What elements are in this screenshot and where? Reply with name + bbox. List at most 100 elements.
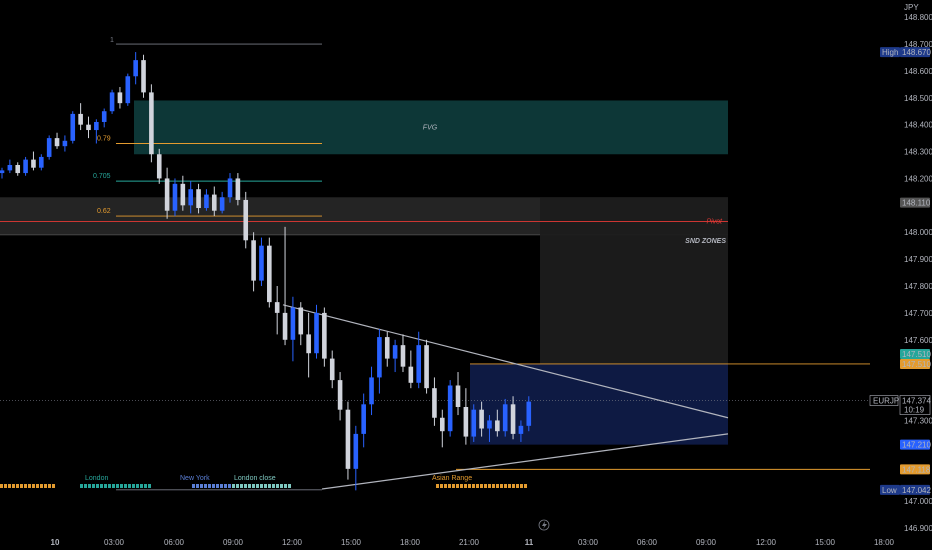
- y-axis-tick: 147.800: [904, 282, 932, 291]
- sslq-price-tag: [900, 464, 930, 475]
- y-axis-tick: 147.700: [904, 309, 932, 318]
- candle: [141, 54, 146, 98]
- low-price-name: Low: [882, 486, 897, 495]
- london-session-bar-tick: [144, 484, 147, 488]
- bslq-price-2-tag: [900, 358, 930, 369]
- x-axis-tick: 15:00: [341, 538, 362, 547]
- londonclose-session-bar-tick: [252, 484, 255, 488]
- asian-session-bar-left-tick: [28, 484, 31, 488]
- candle: [219, 191, 225, 214]
- fib-label-062: 0.62: [97, 208, 111, 215]
- candle: [31, 151, 36, 171]
- candle: [188, 181, 193, 214]
- asian-range-bar-tick: [496, 484, 499, 488]
- candle: [290, 296, 296, 362]
- candle: [455, 372, 461, 416]
- candle: [164, 167, 170, 219]
- asian-session-bar-left-tick: [52, 484, 55, 488]
- london-session-bar-tick: [108, 484, 111, 488]
- high-price-value: 148.670: [902, 48, 931, 57]
- londonclose-session-bar-tick: [264, 484, 267, 488]
- candle: [495, 409, 500, 437]
- asian-range-bar-tick: [472, 484, 475, 488]
- candle: [463, 388, 469, 445]
- asian-range-bar-tick: [460, 484, 463, 488]
- snd-price-tag: [900, 197, 930, 208]
- candle-body: [377, 337, 382, 378]
- y-axis-tick: 148.500: [904, 94, 932, 103]
- londonclose-session-bar-tick: [260, 484, 263, 488]
- candle-body: [180, 183, 186, 206]
- asian-session-bar-left-tick: [32, 484, 35, 488]
- candle-body: [361, 404, 366, 434]
- y-axis-currency: JPY: [904, 3, 919, 12]
- y-axis-tick: 146.900: [904, 524, 932, 533]
- candle-body: [479, 409, 484, 429]
- candle: [329, 350, 335, 389]
- london-session-bar-tick: [136, 484, 139, 488]
- candle-body: [487, 420, 492, 429]
- high-price-name: High: [882, 48, 898, 57]
- candle-body: [510, 404, 516, 434]
- candle: [54, 132, 60, 149]
- x-axis-tick: 09:00: [696, 538, 717, 547]
- asian-session-bar-left-tick: [44, 484, 47, 488]
- candle: [424, 339, 429, 394]
- asian-range-bar-tick: [508, 484, 511, 488]
- x-axis-tick: 15:00: [815, 538, 836, 547]
- londonclose-session-bar-tick: [248, 484, 251, 488]
- lightning-icon[interactable]: [538, 519, 550, 531]
- candle-body: [70, 113, 76, 141]
- candle-body: [23, 159, 28, 174]
- newyork-session-bar-tick: [200, 484, 203, 488]
- y-axis-tick: 148.400: [904, 121, 932, 130]
- asian-session-bar-left-tick: [36, 484, 39, 488]
- asian-session-bar-left-tick: [4, 484, 7, 488]
- candle: [471, 404, 477, 442]
- candle-body: [251, 240, 256, 281]
- candle: [369, 366, 374, 416]
- londonclose-session-bar-tick: [236, 484, 239, 488]
- triangle-upper: [282, 304, 729, 419]
- candle-body: [432, 388, 437, 418]
- candle: [196, 183, 201, 214]
- asian-range-bar-tick: [520, 484, 523, 488]
- candle: [235, 173, 241, 206]
- candle-body: [62, 140, 68, 147]
- candle-body: [7, 165, 13, 171]
- candle: [487, 415, 492, 442]
- target-price-tag: [900, 439, 930, 450]
- low-price-name-tag: [880, 484, 900, 495]
- candle-body: [424, 345, 429, 389]
- londonclose-session-bar-tick: [256, 484, 259, 488]
- candle: [109, 89, 115, 114]
- candle: [259, 237, 264, 286]
- asian-range-bar-tick: [516, 484, 519, 488]
- newyork-session-bar-tick: [228, 484, 231, 488]
- londonclose-session-bar-tick: [288, 484, 291, 488]
- asian-session-bar-left-tick: [12, 484, 15, 488]
- candle: [39, 154, 44, 171]
- symbol-tag: [869, 395, 899, 406]
- candle-body: [133, 60, 138, 77]
- asian-session-bar-left-tick: [48, 484, 51, 488]
- london-session-bar-tick: [120, 484, 123, 488]
- candle: [180, 175, 186, 211]
- candle: [101, 108, 107, 128]
- y-axis-tick: 147.300: [904, 416, 932, 425]
- candle: [156, 148, 162, 184]
- lightning-icon-bolt: [542, 521, 547, 529]
- londonclose-session-bar-tick: [244, 484, 247, 488]
- asian-range-bar-tick: [484, 484, 487, 488]
- current-price-value: 147.374: [902, 397, 931, 406]
- candle-body: [408, 366, 414, 383]
- symbol-name: EURJPY: [873, 397, 905, 406]
- candle: [314, 304, 319, 359]
- candle-body: [447, 385, 453, 432]
- candle-body: [526, 401, 532, 426]
- candle-body: [196, 189, 201, 209]
- asian-range-bar-tick: [488, 484, 491, 488]
- candle: [62, 135, 68, 152]
